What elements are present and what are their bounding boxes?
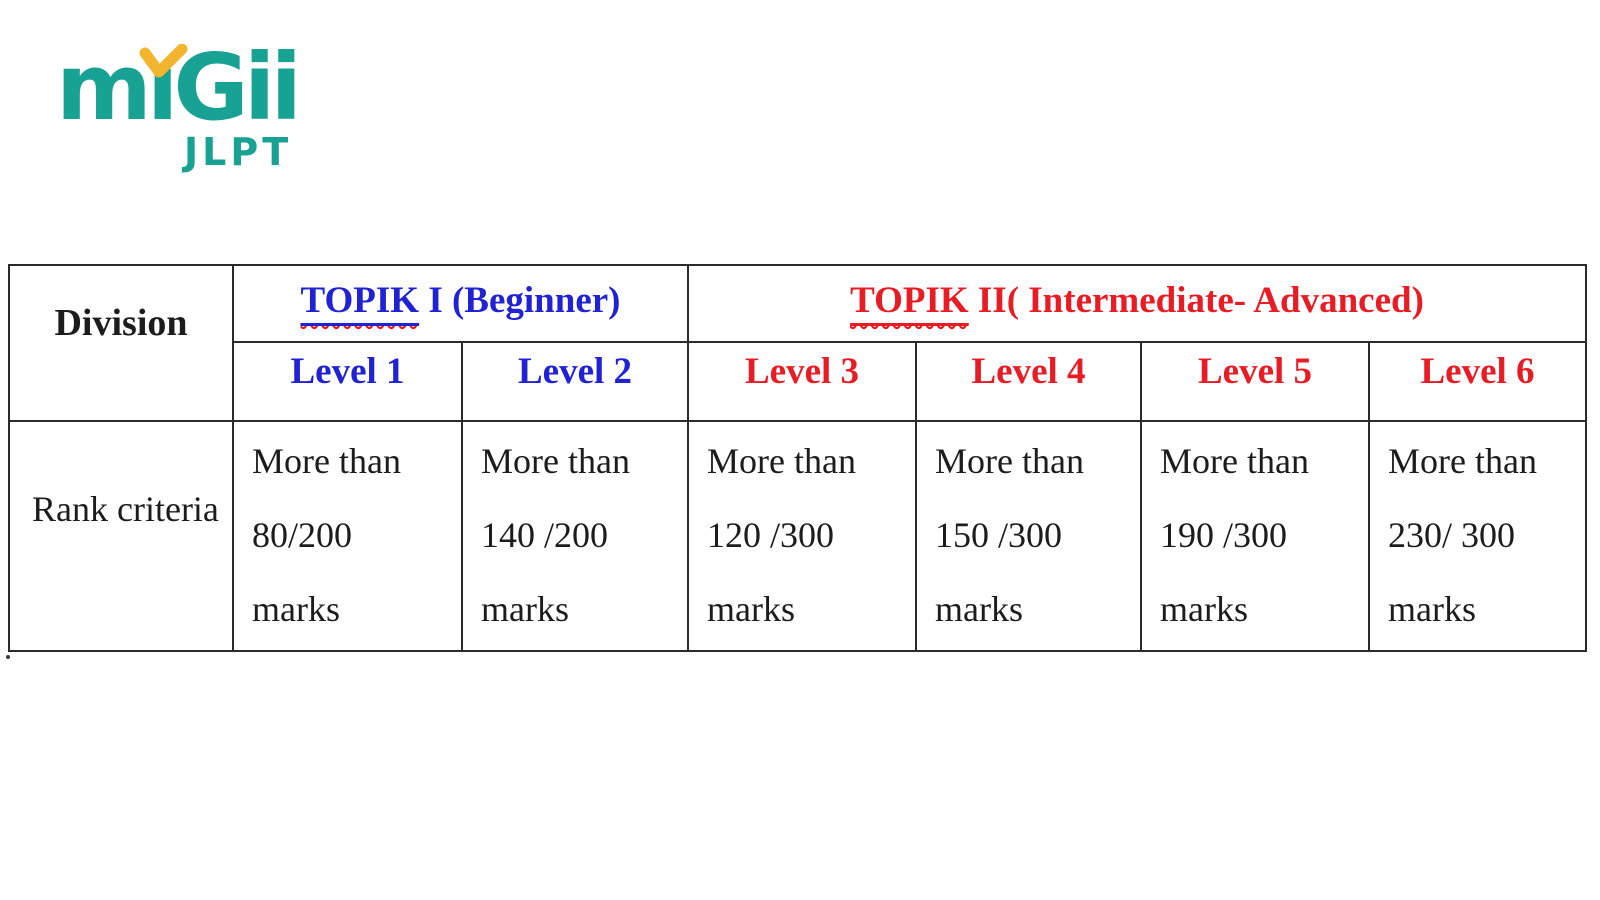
level-5-header-cell: Level 5	[1140, 341, 1370, 422]
criteria-cell-level-5: More than 190 /300 marks	[1140, 420, 1370, 652]
criteria-cell-level-3: More than 120 /300 marks	[687, 420, 917, 652]
logo-jlpt-text: JLPT	[184, 130, 293, 174]
topik-levels-table: Division TOPIK I (Beginner) TOPIK II( In…	[8, 264, 1587, 652]
criteria-line: More than	[481, 441, 630, 481]
criteria-line: marks	[707, 589, 795, 629]
criteria-cell-level-6: More than 230/ 300 marks	[1368, 420, 1587, 652]
criteria-line: More than	[707, 441, 856, 481]
level-3-header-cell: Level 3	[687, 341, 917, 422]
criteria-line: 80/200	[252, 515, 353, 555]
level-4-header-cell: Level 4	[915, 341, 1142, 422]
topik1-underlined-word: TOPIK	[300, 280, 419, 321]
criteria-line: marks	[935, 589, 1023, 629]
criteria-line: marks	[1160, 589, 1248, 629]
criteria-line: More than	[252, 441, 401, 481]
criteria-line: 230/ 300	[1388, 515, 1516, 555]
criteria-line: More than	[1388, 441, 1537, 481]
topik1-rest: I (Beginner)	[419, 279, 621, 321]
criteria-cell-level-1: More than 80/200 marks	[232, 420, 463, 652]
criteria-line: marks	[481, 589, 569, 629]
criteria-line: More than	[1160, 441, 1309, 481]
criteria-cell-level-2: More than 140 /200 marks	[461, 420, 689, 652]
level-2-header-cell: Level 2	[461, 341, 689, 422]
topik2-rest: II( Intermediate- Advanced)	[968, 279, 1424, 321]
logo-crown-icon	[139, 44, 188, 78]
logo-brand-text: mıGii	[56, 34, 302, 141]
criteria-line: 140 /200	[481, 515, 609, 555]
topik2-header-cell: TOPIK II( Intermediate- Advanced)	[687, 264, 1587, 343]
topik2-word: TOPIK	[850, 279, 969, 321]
division-header-cell: Division	[8, 264, 234, 422]
level-1-header-cell: Level 1	[232, 341, 463, 422]
criteria-line: marks	[1388, 589, 1476, 629]
level-6-header-cell: Level 6	[1368, 341, 1587, 422]
migii-logo: mıGii JLPT	[56, 42, 356, 182]
criteria-line: 190 /300	[1160, 515, 1288, 555]
topik2-underlined-word: TOPIK	[850, 280, 969, 321]
topik1-header-cell: TOPIK I (Beginner)	[232, 264, 689, 343]
rank-criteria-label-cell: Rank criteria	[8, 420, 234, 652]
stray-mark	[6, 655, 10, 659]
criteria-line: More than	[935, 441, 1084, 481]
criteria-line: 120 /300	[707, 515, 835, 555]
criteria-cell-level-4: More than 150 /300 marks	[915, 420, 1142, 652]
topik1-word: TOPIK	[300, 279, 420, 321]
criteria-line: 150 /300	[935, 515, 1063, 555]
criteria-line: marks	[252, 589, 340, 629]
